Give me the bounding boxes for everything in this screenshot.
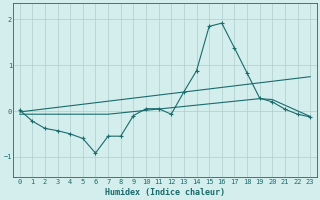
X-axis label: Humidex (Indice chaleur): Humidex (Indice chaleur)	[105, 188, 225, 197]
